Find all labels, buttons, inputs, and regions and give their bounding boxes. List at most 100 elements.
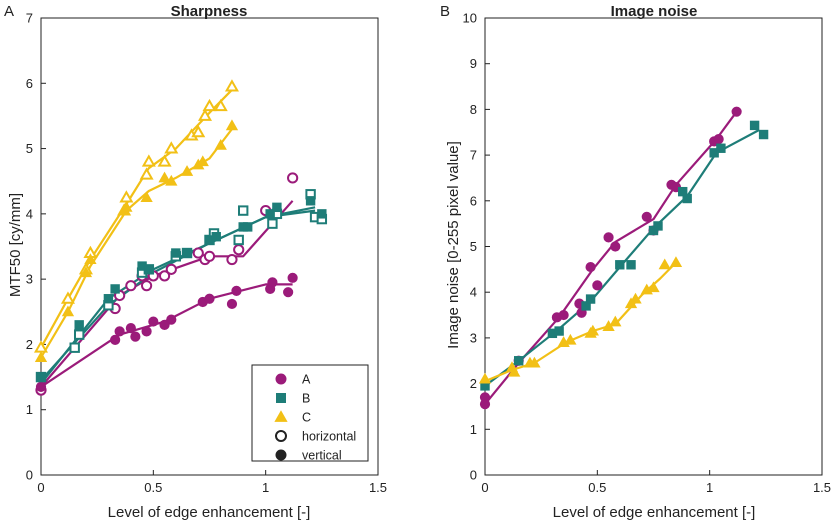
panel-a-ylabel: MTF50 [cy/mm] xyxy=(7,193,24,297)
data-point xyxy=(114,326,125,337)
panel-b-xlabel: Level of edge enhancement [-] xyxy=(553,504,756,520)
series-b-vertical xyxy=(36,196,327,382)
legend-label: horizontal xyxy=(302,430,356,444)
x-tick-label: 1 xyxy=(262,480,269,495)
data-point xyxy=(84,253,97,265)
data-point xyxy=(478,372,492,384)
data-point xyxy=(191,124,206,138)
data-point xyxy=(110,284,120,294)
data-point xyxy=(641,211,652,222)
legend-entry: vertical xyxy=(275,449,342,463)
legend-marker xyxy=(275,449,287,461)
legend-marker xyxy=(275,430,287,442)
data-point xyxy=(204,293,215,304)
x-tick-label: 0 xyxy=(37,480,44,495)
data-point xyxy=(225,119,239,131)
data-point xyxy=(36,372,46,382)
data-point xyxy=(242,222,253,232)
data-point xyxy=(192,247,204,259)
y-tick-label: 8 xyxy=(470,102,477,117)
data-point xyxy=(603,232,614,243)
y-tick-label: 1 xyxy=(470,422,477,437)
data-point xyxy=(558,309,569,321)
data-point xyxy=(226,298,238,310)
y-tick-label: 6 xyxy=(26,76,33,91)
x-tick-label: 1.5 xyxy=(813,480,831,495)
data-point xyxy=(653,221,663,231)
data-point xyxy=(669,256,683,267)
data-point xyxy=(141,154,156,167)
x-tick-label: 1 xyxy=(706,480,713,495)
data-point xyxy=(125,323,136,334)
data-point xyxy=(267,218,278,229)
data-point xyxy=(144,264,154,275)
panel-a-axes-box xyxy=(40,17,379,476)
data-point xyxy=(211,232,221,242)
data-point xyxy=(158,270,171,282)
y-tick-label: 4 xyxy=(470,285,477,300)
data-point xyxy=(609,315,622,327)
data-point xyxy=(647,281,660,293)
panel-a-plot-area xyxy=(33,79,328,396)
data-point xyxy=(226,253,238,266)
panel-b-ticks: 0 0.5 1 1.5 0 1 2 3 4 5 6 7 8 9 10 xyxy=(463,11,832,496)
y-tick-label: 1 xyxy=(26,402,33,417)
data-point xyxy=(214,139,227,150)
legend-label: vertical xyxy=(302,449,342,463)
data-point xyxy=(305,196,316,206)
data-point xyxy=(103,294,114,304)
y-tick-label: 5 xyxy=(26,141,33,156)
y-tick-label: 3 xyxy=(26,272,33,287)
data-point xyxy=(731,106,742,117)
legend-box xyxy=(251,364,369,462)
y-tick-label: 10 xyxy=(463,11,477,26)
panel-b-title: Image noise xyxy=(611,3,698,20)
x-tick-label: 0 xyxy=(481,480,488,495)
y-tick-label: 6 xyxy=(470,193,477,208)
panel-a-sharpness: A Sharpness Level of edge enhancement [-… xyxy=(4,3,387,520)
panel-b-plot-area xyxy=(478,106,769,410)
data-point xyxy=(629,292,642,304)
legend-entry: B xyxy=(276,392,310,406)
data-point xyxy=(287,172,299,184)
series-a-horizontal xyxy=(35,172,299,396)
data-point xyxy=(171,248,181,258)
series-line-b-vertical xyxy=(40,206,316,385)
data-point xyxy=(180,165,194,176)
data-point xyxy=(159,319,170,330)
data-point xyxy=(283,287,294,298)
y-tick-label: 7 xyxy=(470,148,477,163)
y-tick-label: 0 xyxy=(470,468,477,483)
data-point xyxy=(514,356,524,366)
panel-b-image-noise: B Image noise Level of edge enhancement … xyxy=(440,3,831,520)
data-point xyxy=(238,205,249,216)
data-point xyxy=(141,326,152,337)
y-tick-label: 4 xyxy=(26,206,33,221)
data-point xyxy=(61,305,75,317)
panel-a-title: Sharpness xyxy=(171,3,248,20)
data-point xyxy=(528,356,541,368)
data-point xyxy=(165,174,178,186)
y-tick-label: 0 xyxy=(26,468,33,483)
data-point xyxy=(140,280,153,292)
data-point xyxy=(626,260,636,270)
data-point xyxy=(658,258,671,270)
data-point xyxy=(287,272,298,283)
data-point xyxy=(120,201,133,212)
series-line-b-horizontal xyxy=(40,209,316,382)
data-point xyxy=(592,280,603,291)
data-point xyxy=(554,326,564,336)
data-point xyxy=(125,280,137,292)
data-point xyxy=(130,331,141,342)
data-point xyxy=(317,209,327,219)
data-point xyxy=(79,266,93,278)
data-point xyxy=(224,79,239,92)
data-point xyxy=(585,261,596,273)
series-b xyxy=(480,120,769,391)
x-tick-label: 0.5 xyxy=(144,480,162,495)
data-point xyxy=(265,209,275,219)
data-point xyxy=(148,316,159,327)
panel-b-letter: B xyxy=(440,3,450,20)
data-point xyxy=(272,202,282,213)
